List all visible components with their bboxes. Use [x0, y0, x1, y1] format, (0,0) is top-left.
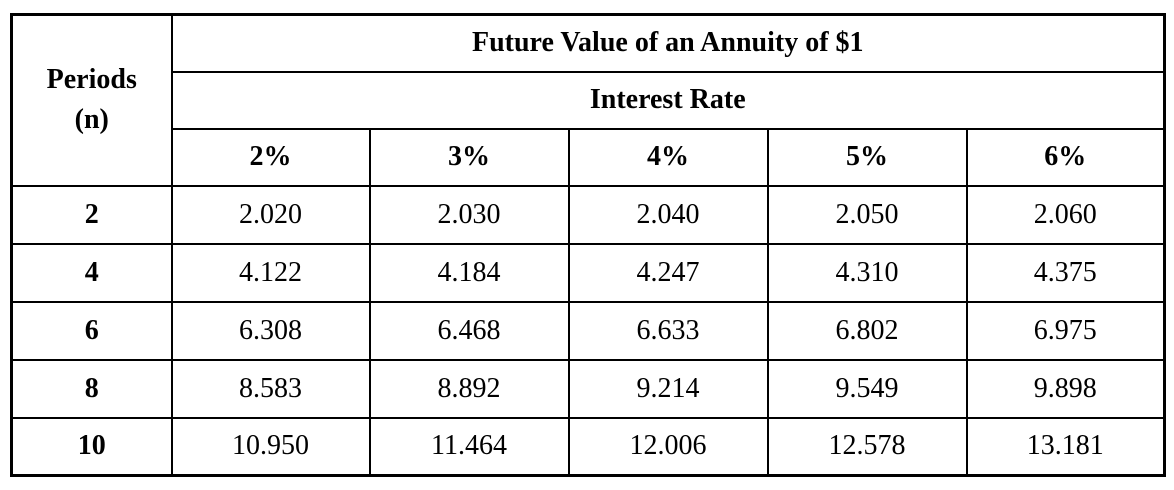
value-cell: 6.468 — [368, 300, 570, 361]
value-cell: 6.975 — [965, 300, 1166, 361]
periods-header-cell: Periods (n) — [10, 13, 173, 187]
value-cell: 6.308 — [170, 300, 371, 361]
value-cell: 9.549 — [766, 358, 968, 419]
future-value-annuity-table: Periods (n) Future Value of an Annuity o… — [10, 13, 1166, 477]
value-cell: 4.184 — [368, 242, 570, 303]
period-cell: 8 — [10, 358, 173, 419]
column-header-6pct: 6% — [965, 127, 1166, 187]
table-row-period-2: 2 2.020 2.030 2.040 2.050 2.060 — [10, 184, 1166, 245]
period-cell: 4 — [10, 242, 173, 303]
column-header-2pct: 2% — [170, 127, 371, 187]
table-row-period-4: 4 4.122 4.184 4.247 4.310 4.375 — [10, 242, 1166, 303]
value-cell: 2.030 — [368, 184, 570, 245]
period-cell: 2 — [10, 184, 173, 245]
table-row-period-6: 6 6.308 6.468 6.633 6.802 6.975 — [10, 300, 1166, 361]
column-header-5pct: 5% — [766, 127, 968, 187]
value-cell: 4.310 — [766, 242, 968, 303]
value-cell: 2.040 — [567, 184, 769, 245]
value-cell: 11.464 — [368, 416, 570, 477]
rate-columns-row: 2% 3% 4% 5% 6% — [12, 127, 1166, 187]
value-cell: 12.578 — [766, 416, 968, 477]
column-header-4pct: 4% — [567, 127, 769, 187]
period-cell: 6 — [10, 300, 173, 361]
value-cell: 4.247 — [567, 242, 769, 303]
table-row-period-8: 8 8.583 8.892 9.214 9.549 9.898 — [10, 358, 1166, 419]
value-cell: 8.892 — [368, 358, 570, 419]
table-row-period-10: 10 10.950 11.464 12.006 12.578 13.181 — [10, 416, 1166, 477]
interest-rate-header: Interest Rate — [170, 70, 1166, 130]
value-cell: 9.214 — [567, 358, 769, 419]
value-cell: 2.060 — [965, 184, 1166, 245]
period-cell: 10 — [10, 416, 173, 477]
value-cell: 6.802 — [766, 300, 968, 361]
value-cell: 12.006 — [567, 416, 769, 477]
column-header-3pct: 3% — [368, 127, 570, 187]
value-cell: 2.020 — [170, 184, 371, 245]
value-cell: 6.633 — [567, 300, 769, 361]
value-cell: 4.122 — [170, 242, 371, 303]
value-cell: 9.898 — [965, 358, 1166, 419]
subtitle-row: Interest Rate — [12, 70, 1166, 130]
value-cell: 8.583 — [170, 358, 371, 419]
value-cell: 2.050 — [766, 184, 968, 245]
value-cell: 4.375 — [965, 242, 1166, 303]
table-title: Future Value of an Annuity of $1 — [170, 13, 1166, 73]
value-cell: 10.950 — [170, 416, 371, 477]
value-cell: 13.181 — [965, 416, 1166, 477]
title-row: Periods (n) Future Value of an Annuity o… — [10, 13, 1166, 187]
